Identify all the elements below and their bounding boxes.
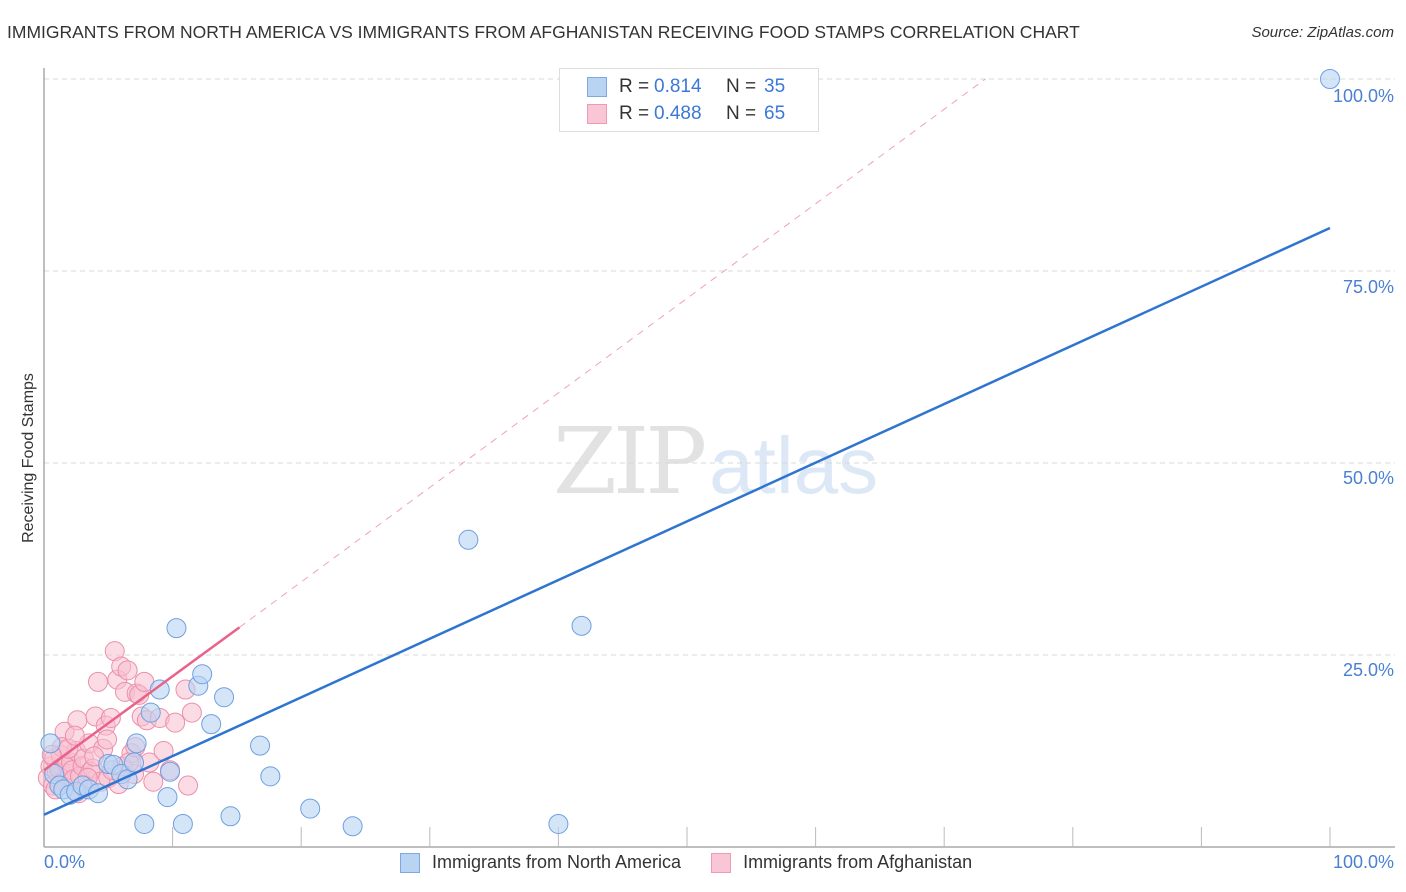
data-point-afghanistan[interactable] — [88, 671, 109, 692]
data-point-afghanistan[interactable] — [178, 775, 199, 796]
afghanistan-trendline-extension — [239, 78, 986, 628]
legend-item-afghanistan[interactable]: Immigrants from Afghanistan — [711, 852, 972, 873]
source-label: Source: ZipAtlas.com — [1251, 24, 1394, 41]
data-point-north-america[interactable] — [166, 618, 187, 639]
x-tick-100: 100.0% — [1332, 852, 1394, 872]
data-point-north-america[interactable] — [126, 733, 147, 754]
afghanistan-trendline — [43, 626, 241, 772]
blue-swatch-icon — [400, 852, 420, 873]
r-label: R = — [619, 103, 650, 124]
legend-item-north-america[interactable]: Immigrants from North America — [400, 852, 681, 873]
data-point-north-america[interactable] — [134, 813, 155, 834]
data-point-north-america[interactable] — [172, 813, 193, 834]
correlation-legend: R = 0.814 N = 35 R = 0.488 N = 65 — [559, 68, 819, 132]
data-point-north-america[interactable] — [214, 687, 235, 708]
legend-row-afghanistan: R = 0.488 N = 65 — [587, 102, 785, 126]
x-tick-0: 0.0% — [44, 852, 86, 872]
data-point-north-america[interactable] — [160, 761, 181, 782]
axes — [43, 68, 1395, 848]
y-tick-75: 75.0% — [1342, 277, 1394, 297]
series-legend: Immigrants from North America Immigrants… — [400, 852, 1002, 873]
y-tick-25: 25.0% — [1342, 660, 1394, 680]
data-point-afghanistan[interactable] — [117, 660, 138, 681]
north-america-trendline — [43, 226, 1331, 816]
n-label: N = — [726, 103, 757, 124]
watermark: ZIPatlas — [553, 408, 878, 515]
data-point-north-america[interactable] — [1320, 69, 1340, 89]
data-point-north-america[interactable] — [40, 733, 61, 754]
data-point-north-america[interactable] — [342, 816, 363, 837]
r-label: R = — [619, 76, 650, 97]
data-point-north-america[interactable] — [458, 529, 479, 550]
data-point-north-america[interactable] — [571, 615, 592, 636]
data-point-afghanistan[interactable] — [143, 771, 164, 792]
blue-swatch-icon — [587, 77, 607, 97]
data-point-north-america[interactable] — [192, 664, 213, 685]
watermark-zip: ZIP — [553, 408, 707, 515]
north-america-points — [40, 69, 1340, 837]
y-tick-50: 50.0% — [1342, 468, 1394, 488]
r-value: 0.814 — [654, 76, 702, 97]
data-point-north-america[interactable] — [250, 735, 271, 756]
data-point-north-america[interactable] — [140, 702, 161, 723]
n-value: 65 — [764, 103, 786, 124]
legend-label: Immigrants from North America — [432, 852, 682, 872]
data-point-north-america[interactable] — [157, 787, 178, 808]
data-point-afghanistan[interactable] — [97, 729, 118, 750]
n-label: N = — [726, 76, 757, 97]
trendlines — [43, 78, 1331, 816]
data-point-afghanistan[interactable] — [181, 702, 202, 723]
data-point-north-america[interactable] — [260, 766, 281, 787]
data-point-north-america[interactable] — [201, 714, 222, 735]
watermark-atlas: atlas — [709, 421, 879, 510]
data-point-afghanistan[interactable] — [100, 707, 121, 728]
data-point-north-america[interactable] — [149, 679, 170, 700]
chart-title: IMMIGRANTS FROM NORTH AMERICA VS IMMIGRA… — [7, 22, 1080, 42]
legend-row-north-america: R = 0.814 N = 35 — [587, 75, 785, 99]
pink-swatch-icon — [587, 104, 607, 124]
gridlines — [44, 78, 1395, 656]
data-point-north-america[interactable] — [548, 813, 569, 834]
data-point-afghanistan[interactable] — [64, 725, 85, 746]
data-point-afghanistan[interactable] — [165, 712, 186, 733]
data-point-north-america[interactable] — [300, 798, 321, 819]
legend-label: Immigrants from Afghanistan — [743, 852, 973, 872]
y-tick-100: 100.0% — [1332, 86, 1394, 106]
r-value: 0.488 — [654, 103, 702, 124]
n-value: 35 — [764, 76, 786, 97]
data-point-north-america[interactable] — [220, 806, 241, 827]
y-axis-label: Receiving Food Stamps — [20, 373, 37, 543]
data-point-north-america[interactable] — [124, 752, 145, 773]
pink-swatch-icon — [711, 852, 732, 873]
